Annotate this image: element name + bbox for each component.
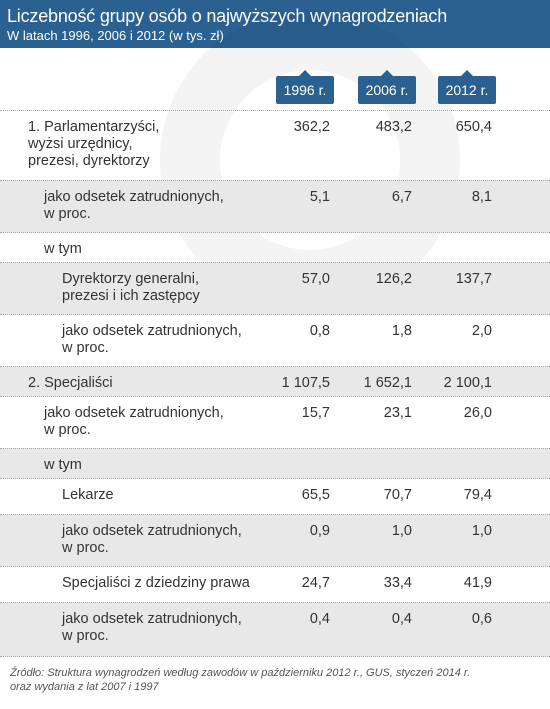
page-subtitle: W latach 1996, 2006 i 2012 (w tys. zł) bbox=[7, 28, 224, 43]
row-label: 1. Parlamentarzyści, wyżsi urzędnicy, prez… bbox=[28, 119, 159, 170]
value-2012: 137,7 bbox=[455, 271, 492, 287]
value-2006: 33,4 bbox=[383, 575, 412, 591]
row-label-line: prezesi, dyrektorzy bbox=[28, 153, 150, 169]
row-label: w tym bbox=[44, 241, 82, 258]
value-2006: 23,1 bbox=[383, 405, 412, 421]
source-note: Źródło: Struktura wynagrodzeń według zaw… bbox=[10, 666, 470, 694]
value-2006: 70,7 bbox=[383, 487, 412, 503]
value-1996: 0,9 bbox=[309, 523, 330, 539]
row-label: w tym bbox=[44, 457, 82, 474]
row-label: jako odsetek zatrudnionych, w proc. bbox=[62, 611, 242, 645]
page-title: Liczebność grupy osób o najwyższych wyna… bbox=[7, 6, 448, 26]
table-row: jako odsetek zatrudnionych, w proc. 0,9 1,0… bbox=[0, 514, 550, 567]
row-label-line: prezesi i ich zastępcy bbox=[62, 288, 200, 304]
value-2012: 2,0 bbox=[471, 323, 492, 339]
header-banner: Liczebność grupy osób o najwyższych wyna… bbox=[0, 0, 550, 48]
value-2006: 0,4 bbox=[391, 611, 412, 627]
value-2006: 1,0 bbox=[391, 523, 412, 539]
row-label: Dyrektorzy generalni, prezesi i ich zastę… bbox=[62, 271, 200, 305]
value-2012: 2 100,1 bbox=[443, 375, 492, 391]
table-row: w tym bbox=[0, 232, 550, 263]
row-label-line: w tym bbox=[44, 241, 82, 257]
row-label-line: 1. Parlamentarzyści, bbox=[28, 119, 160, 135]
row-label: Specjaliści z dziedziny prawa bbox=[62, 575, 250, 592]
table-row: 2. Specjaliści 1 107,5 1 652,1 2 100,1 bbox=[0, 366, 550, 397]
source-line-2: oraz wydania z lat 2007 i 1997 bbox=[10, 681, 159, 693]
table-row: w tym bbox=[0, 448, 550, 479]
value-2012: 1,0 bbox=[471, 523, 492, 539]
row-label-line: w proc. bbox=[62, 628, 109, 644]
row-label-line: w proc. bbox=[44, 206, 91, 222]
row-label-line: w proc. bbox=[62, 340, 109, 356]
row-label-line: jako odsetek zatrudnionych, bbox=[62, 323, 242, 339]
row-label: jako odsetek zatrudnionych, w proc. bbox=[44, 189, 224, 223]
table-row: jako odsetek zatrudnionych, w proc. 0,8 1,8… bbox=[0, 314, 550, 367]
value-2006: 1 652,1 bbox=[363, 375, 412, 391]
value-2012: 79,4 bbox=[463, 487, 492, 503]
row-label-line: jako odsetek zatrudnionych, bbox=[62, 523, 242, 539]
value-1996: 24,7 bbox=[301, 575, 330, 591]
table-row: Dyrektorzy generalni, prezesi i ich zastę… bbox=[0, 262, 550, 315]
footer-divider bbox=[0, 656, 550, 657]
value-1996: 5,1 bbox=[309, 189, 330, 205]
row-label-line: w proc. bbox=[62, 540, 109, 556]
value-1996: 15,7 bbox=[301, 405, 330, 421]
value-1996: 362,2 bbox=[293, 119, 330, 135]
value-2012: 41,9 bbox=[463, 575, 492, 591]
value-1996: 1 107,5 bbox=[281, 375, 330, 391]
row-label-line: w proc. bbox=[44, 422, 91, 438]
row-label: jako odsetek zatrudnionych, w proc. bbox=[44, 405, 224, 439]
column-header-2006: 2006 r. bbox=[358, 70, 416, 104]
column-header-1996: 1996 r. bbox=[276, 70, 334, 104]
row-label: 2. Specjaliści bbox=[28, 375, 113, 392]
table-row: jako odsetek zatrudnionych, w proc. 0,4 0,4… bbox=[0, 602, 550, 657]
table-row: 1. Parlamentarzyści, wyżsi urzędnicy, prez… bbox=[0, 110, 550, 181]
source-line-1: Źródło: Struktura wynagrodzeń według zaw… bbox=[10, 667, 471, 679]
row-label: jako odsetek zatrudnionych, w proc. bbox=[62, 523, 242, 557]
row-label-line: w tym bbox=[44, 457, 82, 473]
row-label-line: jako odsetek zatrudnionych, bbox=[44, 405, 224, 421]
row-label-line: Dyrektorzy generalni, bbox=[62, 271, 199, 287]
value-2012: 8,1 bbox=[471, 189, 492, 205]
value-2006: 126,2 bbox=[375, 271, 412, 287]
table-row: jako odsetek zatrudnionych, w proc. 5,1 6,7… bbox=[0, 180, 550, 233]
table-row: Lekarze 65,5 70,7 79,4 bbox=[0, 478, 550, 515]
value-1996: 57,0 bbox=[301, 271, 330, 287]
value-2006: 483,2 bbox=[375, 119, 412, 135]
row-label-line: jako odsetek zatrudnionych, bbox=[44, 189, 224, 205]
value-2006: 1,8 bbox=[391, 323, 412, 339]
table-row: jako odsetek zatrudnionych, w proc. 15,7 23… bbox=[0, 396, 550, 449]
table-row: Specjaliści z dziedziny prawa 24,7 33,4 41,… bbox=[0, 566, 550, 603]
value-2012: 0,6 bbox=[471, 611, 492, 627]
value-2006: 6,7 bbox=[391, 189, 412, 205]
row-label-line: Specjaliści z dziedziny prawa bbox=[62, 575, 250, 591]
row-label-line: Lekarze bbox=[62, 487, 114, 503]
value-2012: 26,0 bbox=[463, 405, 492, 421]
value-1996: 0,4 bbox=[309, 611, 330, 627]
column-header-2012: 2012 r. bbox=[438, 70, 496, 104]
row-label: jako odsetek zatrudnionych, w proc. bbox=[62, 323, 242, 357]
row-label-line: wyżsi urzędnicy, bbox=[28, 136, 133, 152]
row-label-line: jako odsetek zatrudnionych, bbox=[62, 611, 242, 627]
row-label-line: 2. Specjaliści bbox=[28, 375, 113, 391]
value-2012: 650,4 bbox=[455, 119, 492, 135]
value-1996: 65,5 bbox=[301, 487, 330, 503]
row-label: Lekarze bbox=[62, 487, 114, 504]
value-1996: 0,8 bbox=[309, 323, 330, 339]
